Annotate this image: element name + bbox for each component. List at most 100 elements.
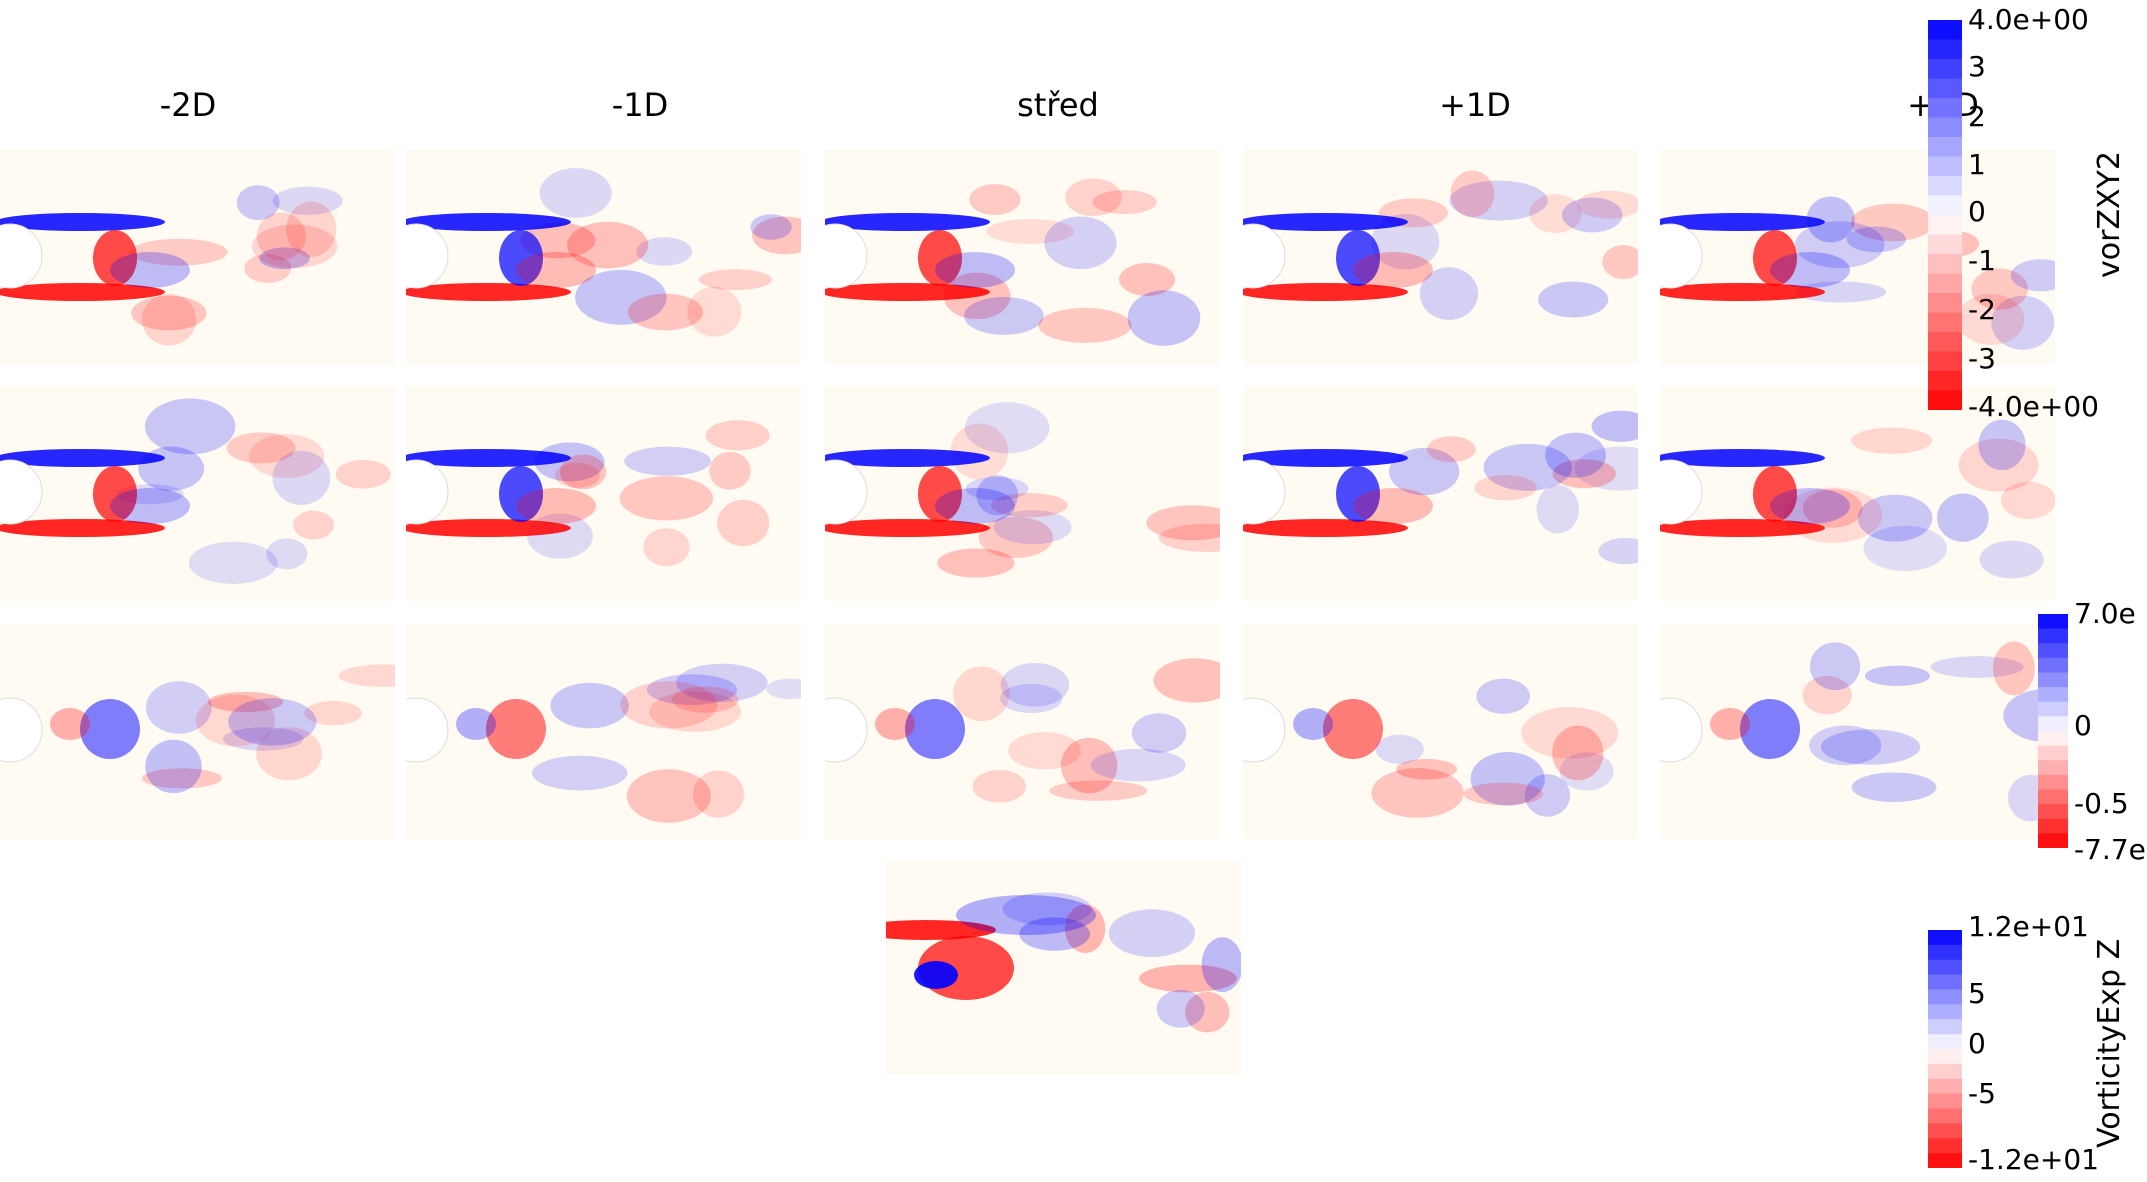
colorbar-tick: -7.7e — [2074, 833, 2146, 866]
wake-vortex-blob — [1591, 410, 1638, 442]
wake-vortex-blob — [1389, 447, 1460, 496]
upper-shear-layer — [1660, 213, 1825, 231]
wake-vortex-blob — [532, 755, 628, 791]
column-title-plus-1d: +1D — [1439, 86, 1511, 124]
wake-vortex-blob — [1065, 178, 1122, 217]
wake-vortex-blob — [627, 293, 704, 331]
cylinder-body — [0, 459, 43, 525]
wake-vortex-blob — [1064, 904, 1106, 953]
wake-vortex-blob — [1850, 203, 1935, 242]
wake-vortex-blob — [1602, 245, 1638, 280]
wake-vortex-blob — [1119, 263, 1176, 296]
cylinder-body — [825, 459, 868, 525]
colorbar-tick: 4.0e+00 — [1968, 3, 2089, 36]
wake-vortex-blob — [251, 224, 338, 268]
wake-vortex-blob — [1449, 180, 1548, 221]
wake-vortex-blob — [567, 221, 649, 269]
wake-vortex-blob — [1846, 226, 1906, 253]
wake-vortex-blob — [1864, 665, 1931, 687]
wake-vortex-blob — [965, 477, 1029, 501]
wake-vortex-blob — [554, 462, 600, 488]
lower-shear-layer — [406, 519, 571, 537]
lower-shear-layer — [406, 283, 571, 301]
wake-vortex-blob — [1529, 194, 1582, 234]
wake-vortex-blob — [1958, 438, 2039, 492]
colorbar-tick: 1 — [1968, 148, 1986, 181]
wake-vortex-blob — [976, 475, 1019, 516]
wake-vortex-blob — [1463, 782, 1544, 806]
wake-vortex-blob — [692, 770, 744, 818]
colorbar-title-vorzxy2: vorZXY2 — [2092, 151, 2127, 278]
wake-vortex-blob — [950, 423, 1009, 480]
wake-vortex-blob — [1483, 443, 1573, 491]
recirculation-vortex — [1323, 699, 1383, 759]
wake-vortex-blob — [964, 296, 1044, 335]
cylinder-body — [0, 697, 43, 763]
colorbar-tick: 7.0e — [2074, 597, 2136, 630]
colorbar-tick: -1 — [1968, 244, 1996, 277]
contour-panel — [1660, 150, 2055, 365]
wake-vortex-blob — [978, 516, 1053, 559]
lower-shear-layer — [825, 283, 990, 301]
colorbar-title-vorticityexp-z: VorticityExp Z — [2092, 938, 2127, 1148]
wake-vortex-blob — [1371, 213, 1440, 270]
wake-vortex-blob — [575, 269, 667, 325]
upper-shear-layer — [0, 213, 165, 231]
wake-vortex-blob — [636, 237, 693, 266]
wake-vortex-blob — [1802, 675, 1852, 715]
wake-vortex-blob — [1993, 641, 2035, 696]
wake-vortex-blob — [646, 674, 738, 705]
wake-vortex-blob — [539, 167, 612, 218]
wake-vortex-blob — [1802, 489, 1863, 528]
wake-vortex-blob — [619, 476, 714, 521]
wake-vortex-blob — [228, 698, 317, 746]
contour-panel — [1243, 624, 1638, 839]
column-title-minus-1d: -1D — [611, 86, 669, 124]
lower-shear-layer — [1243, 519, 1408, 537]
wake-vortex-blob — [993, 510, 1072, 545]
colorbar-middle — [2038, 614, 2068, 848]
colorbar-tick: -3 — [1968, 342, 1996, 375]
colorbar-tick: 0 — [2074, 709, 2092, 742]
recirculation-vortex — [499, 466, 543, 522]
wake-vortex-blob — [1371, 768, 1464, 818]
wake-vortex-blob — [1002, 892, 1092, 926]
colorbar-vorticityexp-z — [1928, 930, 1962, 1168]
wake-vortex-blob — [1090, 748, 1186, 782]
cylinder-body — [406, 459, 449, 525]
wake-vortex-blob — [1201, 937, 1241, 993]
cylinder-body — [1660, 459, 1703, 525]
secondary-vortex — [1293, 708, 1333, 740]
wake-vortex-blob — [964, 402, 1050, 454]
wake-vortex-blob — [188, 541, 278, 584]
wake-vortex-blob — [1470, 751, 1545, 806]
lower-shear-layer — [0, 283, 165, 301]
wake-vortex-blob — [1000, 663, 1070, 707]
wake-vortex-blob — [1019, 917, 1091, 951]
wake-vortex-blob — [1991, 295, 2055, 350]
wake-vortex-blob — [986, 218, 1074, 244]
cylinder-body — [825, 223, 868, 289]
wake-vortex-blob — [1820, 729, 1921, 765]
wake-vortex-blob — [1419, 267, 1479, 320]
wake-vortex-blob — [266, 538, 308, 570]
recirculation-vortex — [918, 230, 962, 286]
wake-vortex-blob — [705, 420, 770, 451]
wake-vortex-blob — [698, 269, 773, 291]
wake-vortex-blob — [1000, 683, 1063, 714]
wake-vortex-blob — [1598, 537, 1638, 565]
cylinder-body — [406, 697, 449, 763]
wake-vortex-blob — [1851, 772, 1937, 802]
colorbar-tick: 5 — [1968, 977, 1986, 1010]
secondary-vortex — [935, 252, 1015, 288]
contour-panel — [406, 624, 801, 839]
wake-vortex-blob — [676, 663, 768, 702]
recirculation-vortex — [499, 230, 543, 286]
colorbar-tick: -4.0e+00 — [1968, 390, 2099, 423]
wake-vortex-blob — [1450, 170, 1495, 218]
colorbar-tick: -0.5 — [2074, 787, 2129, 820]
wake-vortex-blob — [1552, 725, 1604, 781]
recirculation-vortex — [1753, 230, 1797, 286]
wake-vortex-blob — [131, 295, 207, 331]
upper-shear-layer — [825, 213, 990, 231]
